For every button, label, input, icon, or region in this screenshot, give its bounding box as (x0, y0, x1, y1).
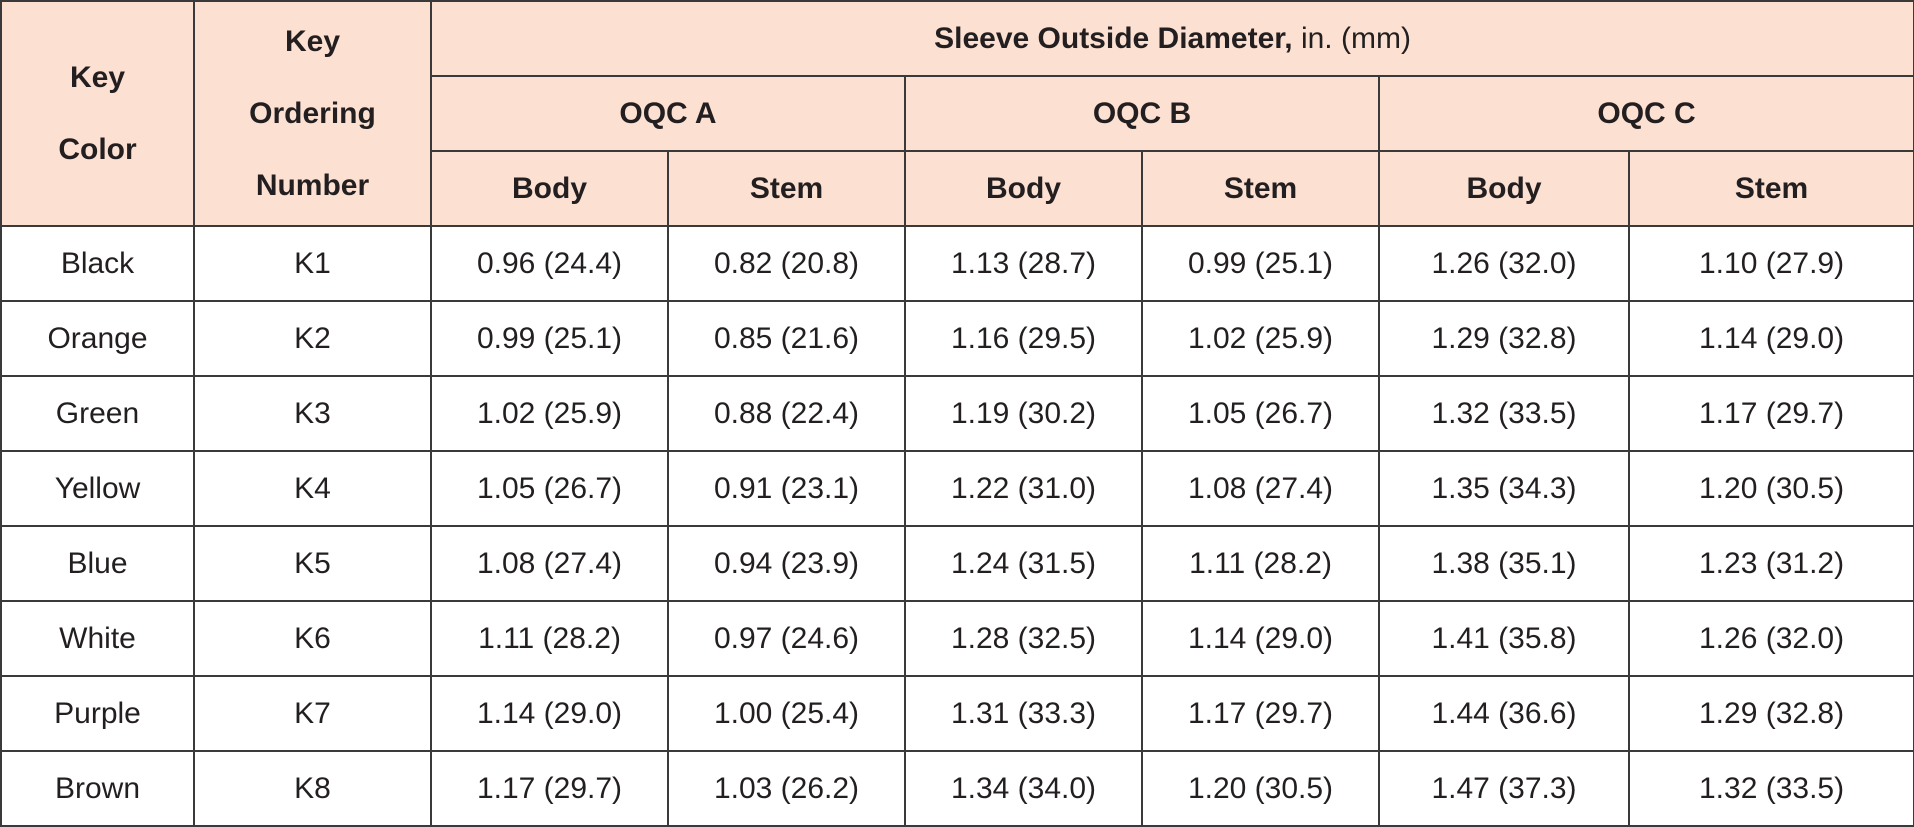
oqc-a-body-cell: 0.96 (24.4) (430, 225, 669, 302)
key-number-cell: K5 (193, 525, 432, 602)
oqc-a-stem-cell: 0.94 (23.9) (667, 525, 906, 602)
oqc-a-body-cell: 0.99 (25.1) (430, 300, 669, 377)
oqc-c-stem-cell: 1.29 (32.8) (1627, 675, 1914, 752)
table-body: Black K1 0.96 (24.4) 0.82 (20.8) 1.13 (2… (0, 225, 1914, 827)
oqc-b-body-cell: 1.13 (28.7) (904, 225, 1143, 302)
key-color-cell: Orange (0, 300, 195, 377)
oqc-c-body-cell: 1.44 (36.6) (1378, 675, 1630, 752)
key-color-header-line: Color (58, 132, 137, 166)
key-number-cell: K4 (193, 450, 432, 527)
group-header-oqc-b: OQC B (904, 75, 1380, 152)
sleeve-diameter-header: Sleeve Outside Diameter, in. (mm) (429, 0, 1914, 77)
oqc-b-stem-cell: 1.02 (25.9) (1141, 300, 1380, 377)
oqc-c-body-cell: 1.32 (33.5) (1378, 375, 1630, 452)
subcolumn-header-stem: Stem (1627, 150, 1914, 227)
oqc-b-stem-cell: 0.99 (25.1) (1141, 225, 1380, 302)
oqc-c-stem-cell: 1.20 (30.5) (1627, 450, 1914, 527)
subcolumn-header-body: Body (430, 150, 669, 227)
oqc-b-body-cell: 1.28 (32.5) (904, 600, 1143, 677)
table-row: Purple K7 1.14 (29.0) 1.00 (25.4) 1.31 (… (0, 675, 1914, 752)
table-header: Key Color Key Ordering Number Sleeve Out… (0, 0, 1914, 227)
table-row: Orange K2 0.99 (25.1) 0.85 (21.6) 1.16 (… (0, 300, 1914, 377)
key-number-cell: K1 (193, 225, 432, 302)
oqc-b-body-cell: 1.16 (29.5) (904, 300, 1143, 377)
oqc-b-stem-cell: 1.20 (30.5) (1141, 750, 1380, 827)
subcolumn-header-stem: Stem (667, 150, 906, 227)
oqc-c-body-cell: 1.47 (37.3) (1378, 750, 1630, 827)
oqc-a-body-cell: 1.14 (29.0) (430, 675, 669, 752)
oqc-c-stem-cell: 1.17 (29.7) (1627, 375, 1914, 452)
oqc-c-body-cell: 1.29 (32.8) (1378, 300, 1630, 377)
oqc-c-stem-cell: 1.26 (32.0) (1627, 600, 1914, 677)
key-number-cell: K7 (193, 675, 432, 752)
key-color-header-line: Key (69, 60, 126, 94)
oqc-b-stem-cell: 1.08 (27.4) (1141, 450, 1380, 527)
oqc-a-stem-cell: 1.03 (26.2) (667, 750, 906, 827)
oqc-b-stem-cell: 1.17 (29.7) (1141, 675, 1380, 752)
table-row: Yellow K4 1.05 (26.7) 0.91 (23.1) 1.22 (… (0, 450, 1914, 527)
oqc-a-stem-cell: 0.82 (20.8) (667, 225, 906, 302)
oqc-b-body-cell: 1.31 (33.3) (904, 675, 1143, 752)
oqc-c-stem-cell: 1.10 (27.9) (1627, 225, 1914, 302)
key-color-cell: Purple (0, 675, 195, 752)
oqc-b-body-cell: 1.22 (31.0) (904, 450, 1143, 527)
key-ordering-header-line: Ordering (249, 96, 376, 130)
oqc-a-stem-cell: 0.91 (23.1) (667, 450, 906, 527)
oqc-b-stem-cell: 1.14 (29.0) (1141, 600, 1380, 677)
subcolumn-header-stem: Stem (1141, 150, 1380, 227)
oqc-a-stem-cell: 1.00 (25.4) (667, 675, 906, 752)
key-number-cell: K2 (193, 300, 432, 377)
subcolumn-header-body: Body (904, 150, 1143, 227)
table-row: Brown K8 1.17 (29.7) 1.03 (26.2) 1.34 (3… (0, 750, 1914, 827)
oqc-b-body-cell: 1.19 (30.2) (904, 375, 1143, 452)
oqc-b-stem-cell: 1.05 (26.7) (1141, 375, 1380, 452)
oqc-a-body-cell: 1.05 (26.7) (430, 450, 669, 527)
key-color-cell: Green (0, 375, 195, 452)
oqc-a-stem-cell: 0.85 (21.6) (667, 300, 906, 377)
table-row: White K6 1.11 (28.2) 0.97 (24.6) 1.28 (3… (0, 600, 1914, 677)
key-color-cell: Yellow (0, 450, 195, 527)
key-number-cell: K3 (193, 375, 432, 452)
key-ordering-header-line: Key (284, 24, 341, 58)
key-color-cell: Blue (0, 525, 195, 602)
oqc-a-body-cell: 1.08 (27.4) (430, 525, 669, 602)
oqc-a-stem-cell: 0.97 (24.6) (667, 600, 906, 677)
oqc-c-stem-cell: 1.23 (31.2) (1627, 525, 1914, 602)
oqc-a-body-cell: 1.02 (25.9) (430, 375, 669, 452)
oqc-a-body-cell: 1.11 (28.2) (430, 600, 669, 677)
oqc-a-stem-cell: 0.88 (22.4) (667, 375, 906, 452)
table-row: Green K3 1.02 (25.9) 0.88 (22.4) 1.19 (3… (0, 375, 1914, 452)
sleeve-diameter-unit: in. (mm) (1292, 21, 1411, 55)
oqc-b-stem-cell: 1.11 (28.2) (1141, 525, 1380, 602)
key-number-cell: K6 (193, 600, 432, 677)
oqc-b-body-cell: 1.34 (34.0) (904, 750, 1143, 827)
key-color-cell: Brown (0, 750, 195, 827)
oqc-c-stem-cell: 1.32 (33.5) (1627, 750, 1914, 827)
oqc-c-body-cell: 1.35 (34.3) (1378, 450, 1630, 527)
key-color-cell: Black (0, 225, 195, 302)
table-row: Black K1 0.96 (24.4) 0.82 (20.8) 1.13 (2… (0, 225, 1914, 302)
table-row: Blue K5 1.08 (27.4) 0.94 (23.9) 1.24 (31… (0, 525, 1914, 602)
key-color-cell: White (0, 600, 195, 677)
oqc-c-body-cell: 1.38 (35.1) (1378, 525, 1630, 602)
oqc-c-body-cell: 1.26 (32.0) (1378, 225, 1630, 302)
subcolumn-header-body: Body (1378, 150, 1630, 227)
key-ordering-number-header: Key Ordering Number (193, 0, 432, 227)
oqc-b-body-cell: 1.24 (31.5) (904, 525, 1143, 602)
key-number-cell: K8 (193, 750, 432, 827)
key-ordering-header-line: Number (255, 168, 370, 202)
oqc-c-body-cell: 1.41 (35.8) (1378, 600, 1630, 677)
oqc-c-stem-cell: 1.14 (29.0) (1627, 300, 1914, 377)
oqc-a-body-cell: 1.17 (29.7) (430, 750, 669, 827)
group-header-oqc-c: OQC C (1377, 75, 1914, 152)
sleeve-diameter-title: Sleeve Outside Diameter, (934, 21, 1293, 55)
key-color-header: Key Color (0, 0, 195, 227)
group-header-oqc-a: OQC A (430, 75, 906, 152)
